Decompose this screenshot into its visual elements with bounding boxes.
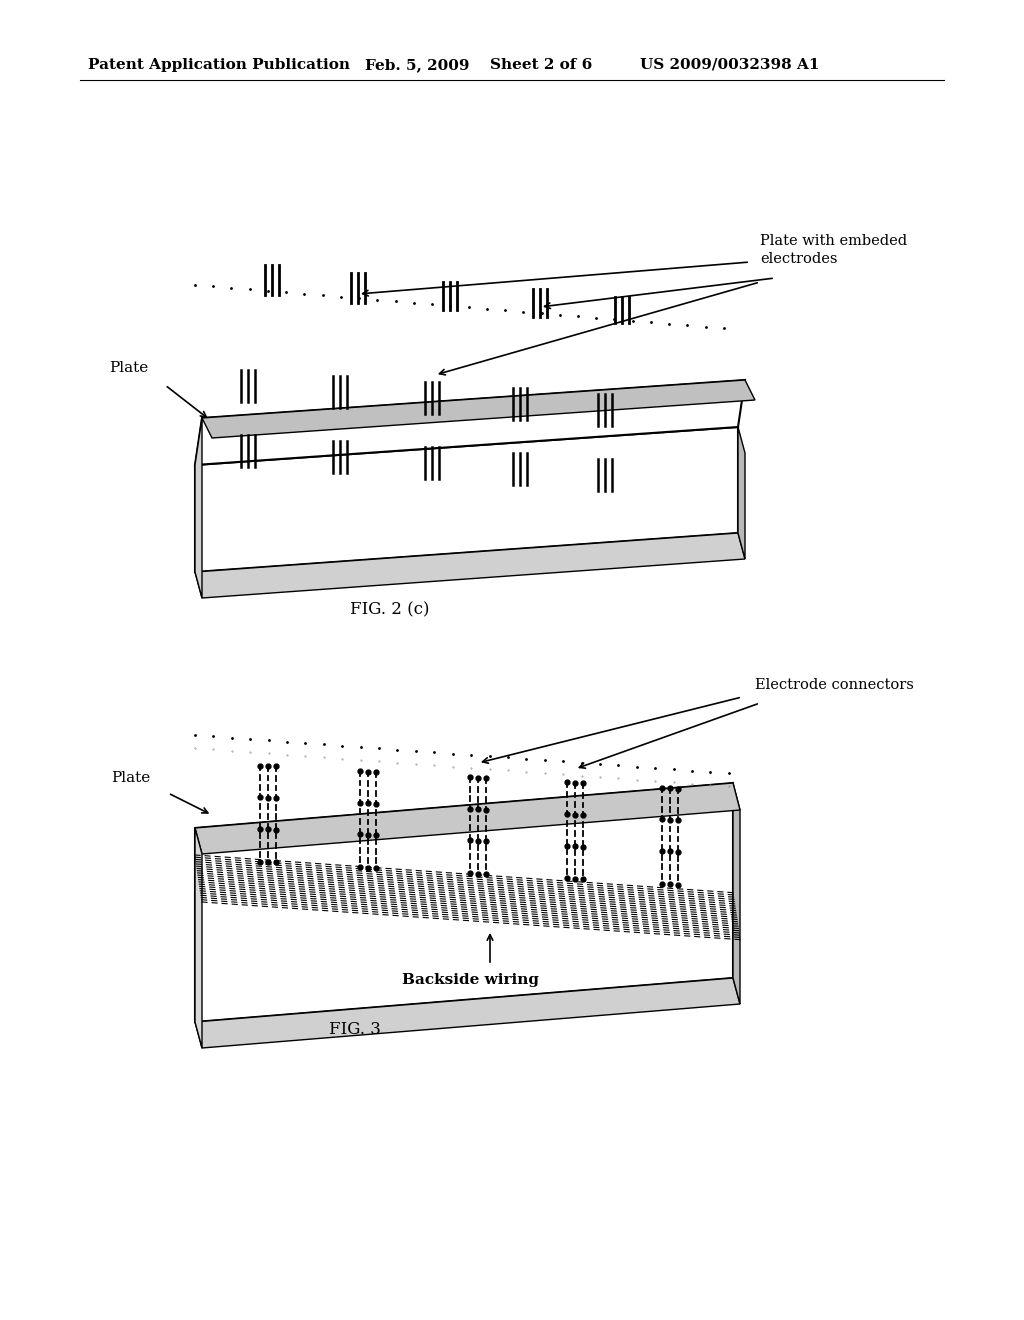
Polygon shape: [195, 380, 745, 465]
Text: Plate: Plate: [109, 360, 148, 375]
Text: Plate with embeded
electrodes: Plate with embeded electrodes: [760, 234, 907, 267]
Text: Sheet 2 of 6: Sheet 2 of 6: [490, 58, 592, 73]
Polygon shape: [195, 783, 733, 1022]
Text: US 2009/0032398 A1: US 2009/0032398 A1: [640, 58, 819, 73]
Polygon shape: [733, 783, 740, 1005]
Polygon shape: [195, 533, 745, 598]
Polygon shape: [195, 418, 202, 598]
Text: FIG. 3: FIG. 3: [329, 1022, 381, 1039]
Text: Plate: Plate: [111, 771, 150, 785]
Text: Feb. 5, 2009: Feb. 5, 2009: [365, 58, 469, 73]
Polygon shape: [195, 978, 740, 1048]
Text: Backside wiring: Backside wiring: [401, 973, 539, 987]
Polygon shape: [202, 380, 755, 438]
Text: FIG. 2 (c): FIG. 2 (c): [350, 602, 430, 619]
Text: Electrode connectors: Electrode connectors: [755, 678, 913, 692]
Polygon shape: [195, 783, 740, 854]
Text: Patent Application Publication: Patent Application Publication: [88, 58, 350, 73]
Polygon shape: [195, 828, 202, 1048]
Polygon shape: [195, 426, 738, 572]
Polygon shape: [738, 426, 745, 558]
